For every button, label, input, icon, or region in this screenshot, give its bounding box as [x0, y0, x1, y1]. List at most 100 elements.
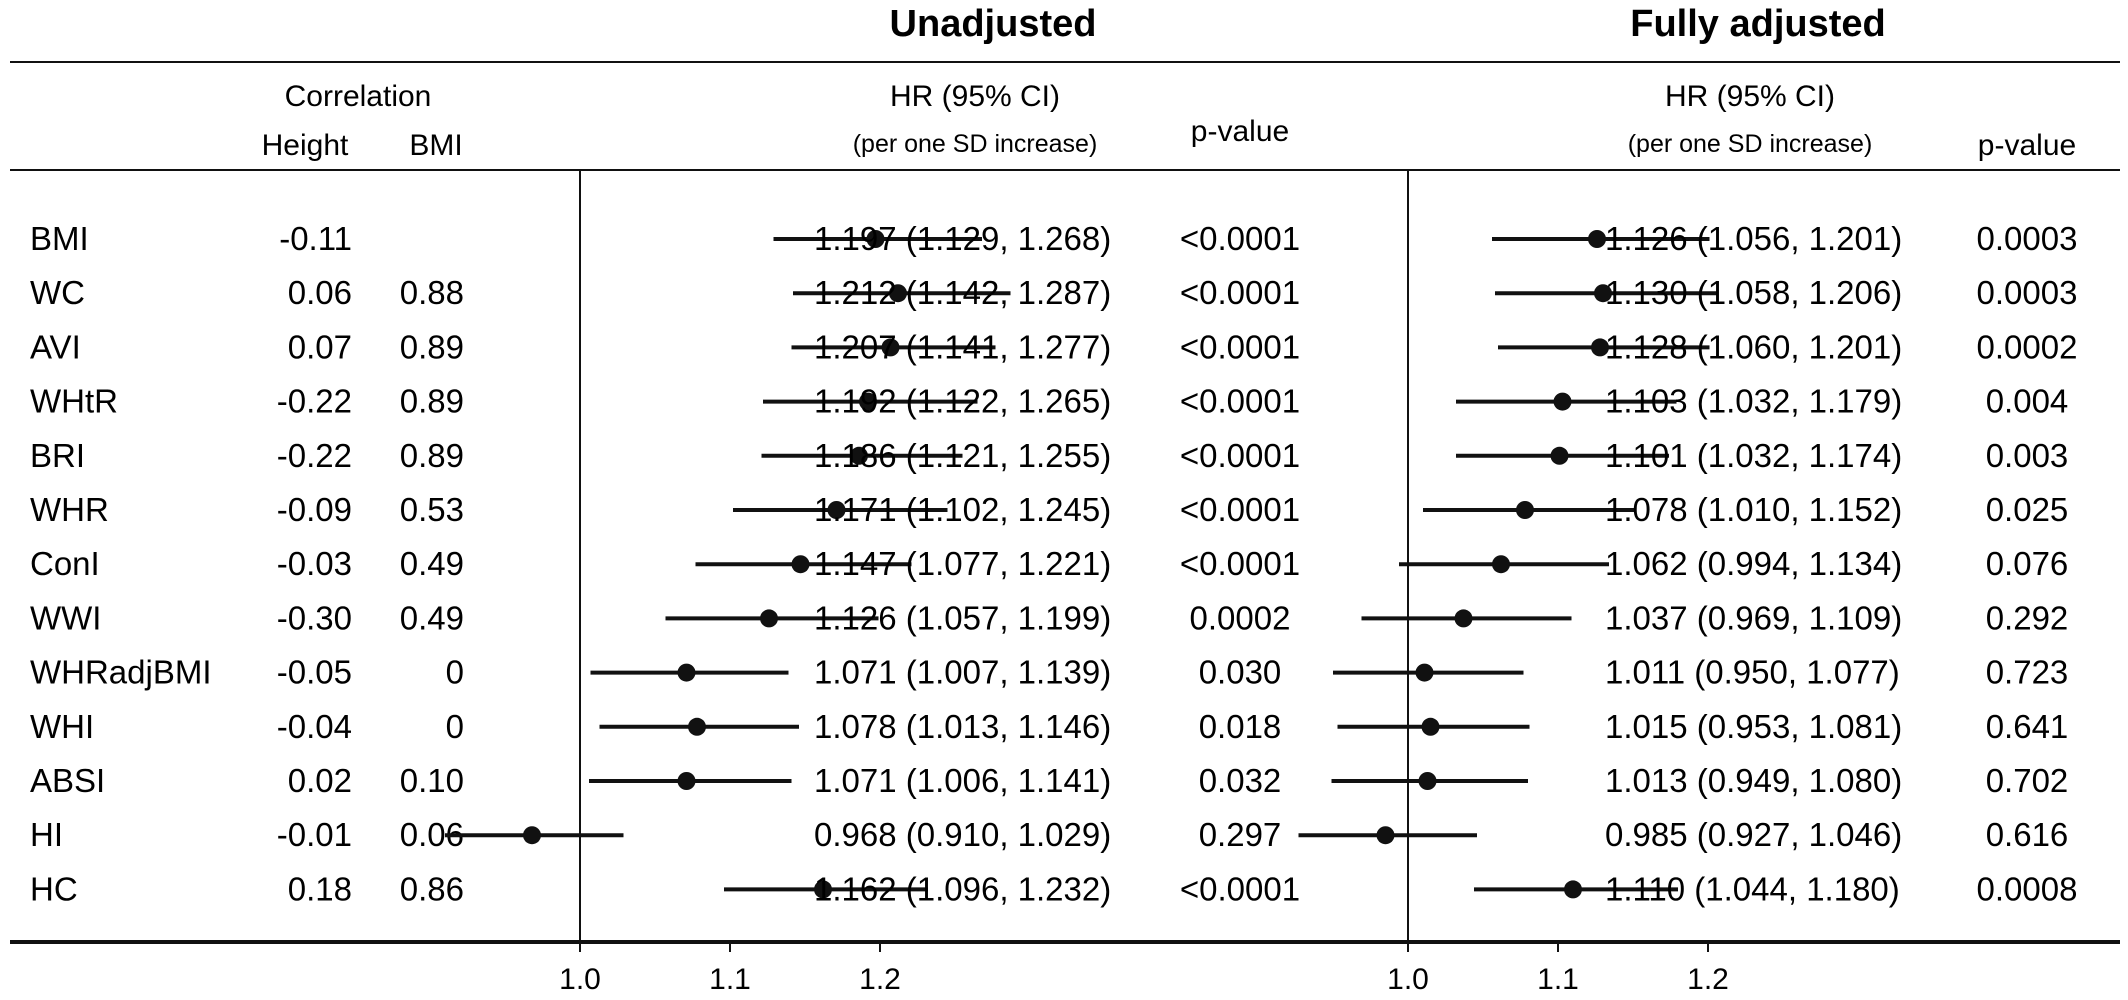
adj-hr-text: 1.037 (0.969, 1.109)	[1605, 599, 1902, 636]
unadj-hr-text: 1.147 (1.077, 1.221)	[814, 545, 1111, 582]
unadj-hr-text: 1.197 (1.129, 1.268)	[814, 220, 1111, 257]
adj-pvalue: 0.0002	[1977, 328, 2078, 365]
adj-hr-text: 1.101 (1.032, 1.174)	[1605, 437, 1902, 474]
row-label: WHR	[30, 491, 109, 528]
unadj-hr-text: 1.126 (1.057, 1.199)	[814, 599, 1111, 636]
adj-pvalue: 0.723	[1986, 654, 2069, 691]
adj-point-estimate	[1376, 826, 1395, 845]
corr-height-value: -0.01	[277, 816, 352, 853]
unadj-pvalue: <0.0001	[1180, 328, 1300, 365]
row-label: WC	[30, 274, 85, 311]
row-label: HC	[30, 870, 78, 907]
adj-pvalue: 0.0003	[1977, 220, 2078, 257]
adj-pvalue: 0.702	[1986, 762, 2069, 799]
adj-hr-text: 1.078 (1.010, 1.152)	[1605, 491, 1902, 528]
unadj-hr-text: 1.207 (1.141, 1.277)	[814, 328, 1111, 365]
adj-point-estimate	[1553, 392, 1572, 411]
corr-bmi-value: 0	[446, 708, 464, 745]
bmi-header: BMI	[409, 129, 462, 162]
adj-x-axis: 1.0 1.1 1.2	[1387, 942, 1729, 996]
adj-pvalue: 0.641	[1986, 708, 2069, 745]
corr-height-value: 0.07	[288, 328, 352, 365]
unadj-hr-text: 1.071 (1.006, 1.141)	[814, 762, 1111, 799]
unadj-point-estimate	[866, 230, 885, 248]
unadj-x-tick-label: 1.1	[709, 963, 751, 996]
table-row: ABSI 0.02 0.10 1.071 (1.006, 1.141) 0.032 1.0…	[30, 762, 2068, 799]
adj-hr-text: 1.130 (1.058, 1.206)	[1605, 274, 1902, 311]
corr-bmi-value: 0.49	[400, 599, 464, 636]
corr-height-value: 0.06	[288, 274, 352, 311]
corr-bmi-value: 0	[446, 654, 464, 691]
unadj-per-sd-header: (per one SD increase)	[853, 130, 1098, 158]
unadj-hr-text: 1.192 (1.122, 1.265)	[814, 383, 1111, 420]
unadj-pvalue: <0.0001	[1180, 220, 1300, 257]
row-label: WHtR	[30, 383, 118, 420]
unadj-pvalue: 0.018	[1199, 708, 1282, 745]
unadj-pvalue: 0.0002	[1190, 599, 1291, 636]
corr-height-value: -0.11	[279, 220, 352, 257]
adj-pvalue-header: p-value	[1978, 129, 2076, 162]
unadj-point-estimate	[881, 338, 900, 357]
unadj-pvalue: 0.297	[1199, 816, 1282, 853]
table-row: BMI -0.11 1.197 (1.129, 1.268) <0.0001 1.126…	[30, 220, 2077, 257]
adj-hr-text: 1.015 (0.953, 1.081)	[1605, 708, 1902, 745]
adj-x-tick-label: 1.2	[1687, 963, 1729, 996]
adj-hr-text: 1.062 (0.994, 1.134)	[1605, 545, 1902, 582]
corr-height-value: -0.09	[277, 491, 352, 528]
unadj-hr-header: HR (95% CI)	[890, 80, 1060, 113]
corr-bmi-value: 0.89	[400, 383, 464, 420]
corr-height-value: -0.22	[277, 383, 352, 420]
adj-hr-text: 1.110 (1.044, 1.180)	[1605, 870, 1900, 907]
unadj-hr-text: 1.186 (1.121, 1.255)	[814, 437, 1111, 474]
adj-x-tick-label: 1.1	[1537, 963, 1579, 996]
unadj-pvalue: <0.0001	[1180, 491, 1300, 528]
adj-point-estimate	[1421, 717, 1440, 736]
unadj-hr-text: 1.212 (1.142, 1.287)	[814, 274, 1111, 311]
unadj-pvalue: 0.032	[1199, 762, 1282, 799]
table-row: WC 0.06 0.88 1.212 (1.142, 1.287) <0.0001 1.1…	[30, 274, 2077, 311]
unadj-x-axis: 1.0 1.1 1.2	[559, 942, 901, 996]
unadj-point-estimate	[688, 717, 706, 736]
adj-hr-text: 1.013 (0.949, 1.080)	[1605, 762, 1902, 799]
forest-rows: BMI -0.11 1.197 (1.129, 1.268) <0.0001 1.126…	[30, 220, 2077, 907]
row-label: ABSI	[30, 762, 105, 799]
adj-point-estimate	[1415, 663, 1434, 682]
row-label: WHRadjBMI	[30, 654, 212, 691]
adj-hr-text: 1.011 (0.950, 1.077)	[1605, 654, 1900, 691]
unadj-point-estimate	[889, 284, 907, 303]
adj-point-estimate	[1492, 555, 1510, 574]
table-row: ConI -0.03 0.49 1.147 (1.077, 1.221) <0.0001…	[30, 545, 2068, 582]
adj-point-estimate	[1550, 446, 1569, 465]
table-row: WWI -0.30 0.49 1.126 (1.057, 1.199) 0.0002 1.…	[30, 599, 2068, 636]
adj-point-estimate	[1594, 284, 1612, 303]
table-row: HI -0.01 0.06 0.968 (0.910, 1.029) 0.297 0.98…	[30, 816, 2068, 853]
adj-pvalue: 0.616	[1986, 816, 2069, 853]
corr-height-value: -0.05	[277, 654, 352, 691]
adj-x-tick-label: 1.0	[1387, 963, 1429, 996]
adj-pvalue: 0.0003	[1977, 274, 2078, 311]
adj-per-sd-header: (per one SD increase)	[1628, 130, 1873, 158]
unadj-point-estimate	[814, 880, 832, 899]
unadj-pvalue: <0.0001	[1180, 870, 1300, 907]
row-label: HI	[30, 816, 63, 853]
adj-point-estimate	[1454, 609, 1473, 628]
corr-bmi-value: 0.86	[400, 870, 464, 907]
unadj-hr-text: 1.078 (1.013, 1.146)	[814, 708, 1111, 745]
unadj-point-estimate	[859, 392, 877, 411]
correlation-header: Correlation	[285, 80, 432, 113]
unadj-hr-text: 0.968 (0.910, 1.029)	[814, 816, 1111, 853]
row-label: WHI	[30, 708, 94, 745]
unadj-point-estimate	[791, 555, 810, 574]
unadj-point-estimate	[760, 609, 778, 628]
corr-bmi-value: 0.88	[400, 274, 464, 311]
adj-hr-text: 0.985 (0.927, 1.046)	[1605, 816, 1902, 853]
corr-bmi-value: 0.49	[400, 545, 464, 582]
corr-height-value: -0.22	[277, 437, 352, 474]
adj-pvalue: 0.0008	[1977, 870, 2078, 907]
corr-height-value: 0.02	[288, 762, 352, 799]
adj-hr-header: HR (95% CI)	[1665, 80, 1835, 113]
corr-bmi-value: 0.89	[400, 437, 464, 474]
table-row: HC 0.18 0.86 1.162 (1.096, 1.232) <0.0001 1.1…	[30, 870, 2077, 907]
corr-height-value: -0.04	[277, 708, 352, 745]
